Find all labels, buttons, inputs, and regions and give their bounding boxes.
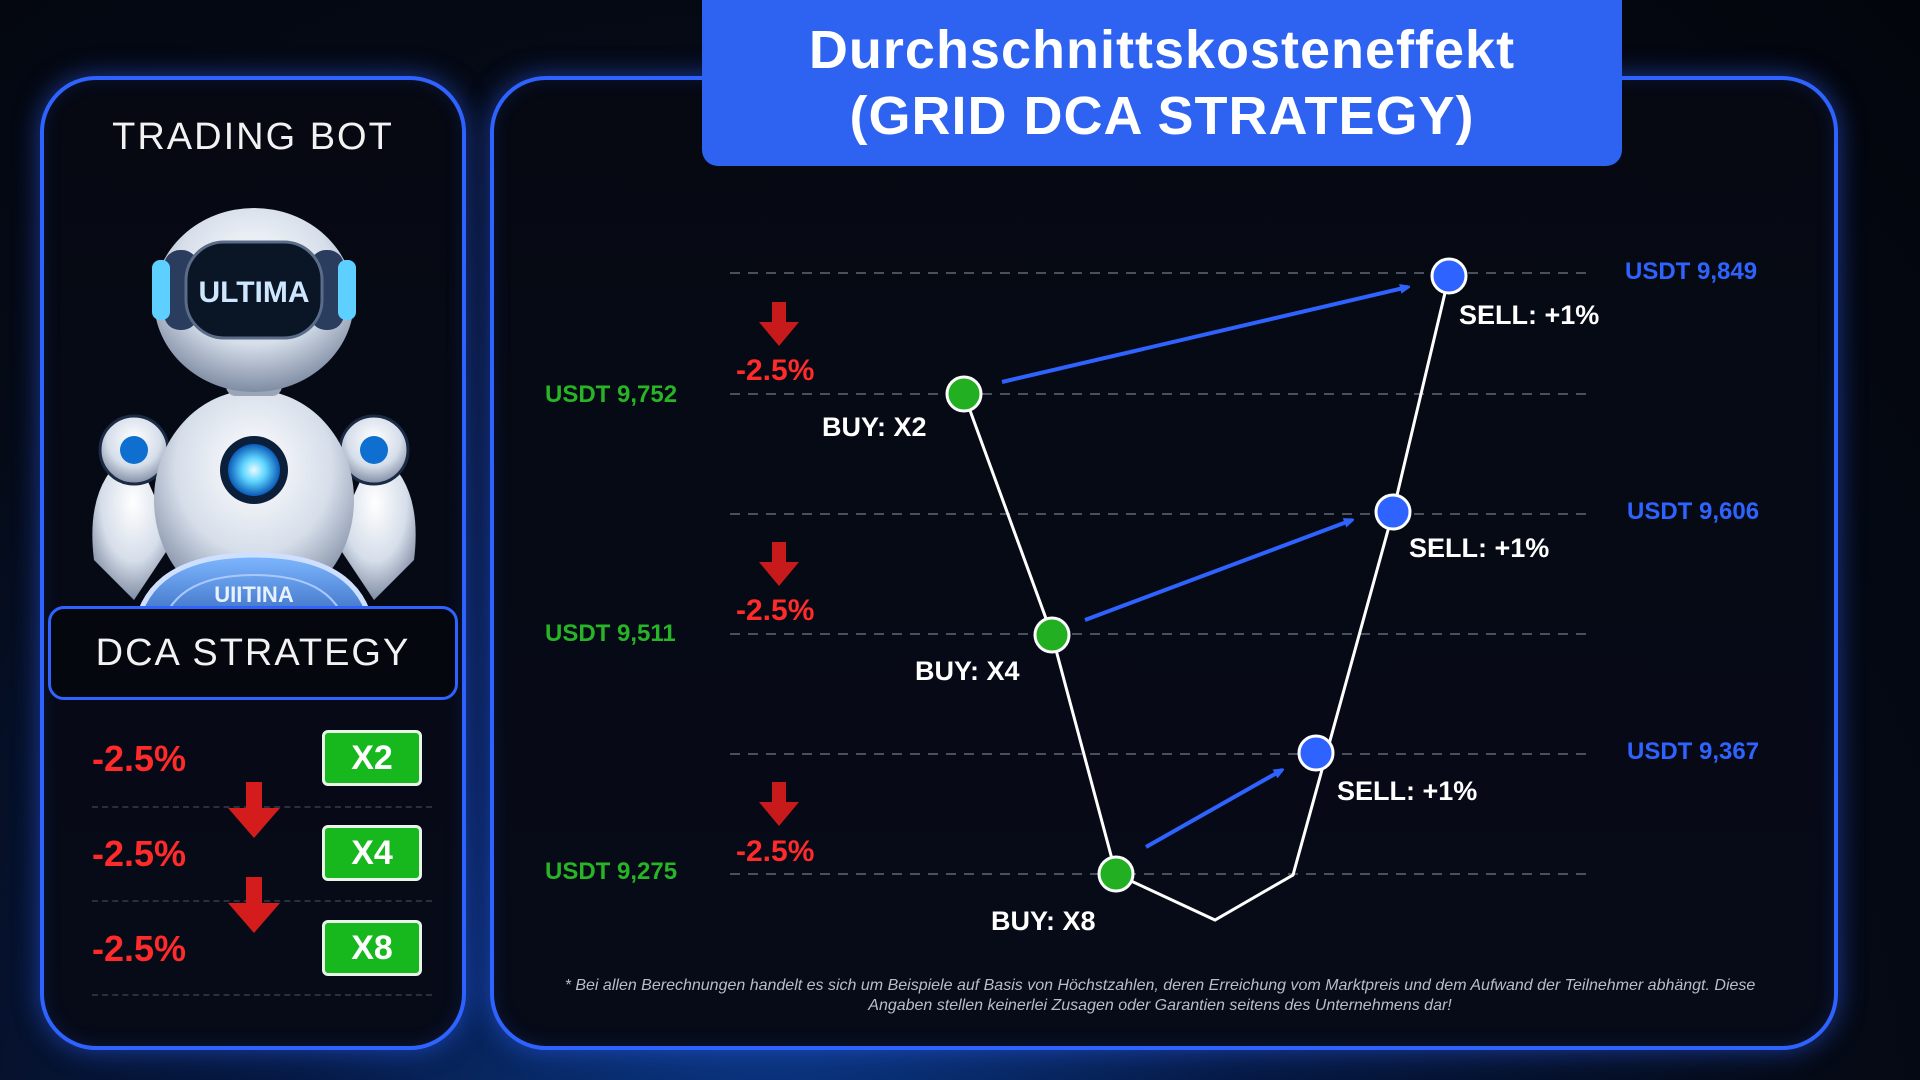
down-arrow-icon [759, 782, 799, 826]
down-arrow-icon [228, 782, 280, 838]
dca-row-1: -2.5% X2 [92, 730, 432, 790]
down-arrow-icon [759, 542, 799, 586]
sell-point [1297, 734, 1335, 772]
grid-dca-panel [490, 76, 1838, 1050]
sell-point [1430, 257, 1468, 295]
buy-price-label: USDT 9,511 [545, 620, 676, 647]
dca-drop-percent: -2.5% [92, 833, 187, 874]
down-arrow-icon [228, 877, 280, 933]
coin-text: UIITINA [214, 582, 294, 607]
buy-point [1033, 616, 1071, 654]
dca-multiplier-badge: X2 [322, 730, 422, 786]
trading-bot-heading: TRADING BOT [112, 116, 394, 158]
dca-multiplier-badge: X4 [322, 825, 422, 881]
drop-arrows [759, 302, 799, 826]
sell-price-label: USDT 9,367 [1627, 738, 1760, 765]
buy-price-label: USDT 9,275 [545, 858, 678, 885]
buy-label: BUY: X4 [915, 656, 1020, 686]
robot-illustration: ULTIMA UIITINA [92, 208, 416, 650]
sell-label: SELL: +1% [1459, 300, 1600, 330]
robot-left-arm [92, 450, 174, 600]
buy-point [945, 375, 983, 413]
sell-point [1374, 493, 1412, 531]
sell-price-label: USDT 9,849 [1625, 258, 1758, 285]
title-line-1: Durchschnittskosteneffekt [808, 20, 1516, 80]
robot-right-arm [334, 450, 416, 600]
dca-row-3: -2.5% X8 [92, 920, 432, 980]
divider [92, 994, 432, 996]
page-title: Durchschnittskosteneffekt (GRID DCA STRA… [702, 0, 1622, 166]
drop-percent-label: -2.5% [736, 835, 815, 868]
drop-percent-label: -2.5% [736, 594, 815, 627]
profit-arrow [1084, 520, 1352, 622]
trading-bot-panel: TRADING BOT [40, 76, 466, 1050]
buy-label: BUY: X8 [991, 906, 1096, 936]
dca-drop-percent: -2.5% [92, 738, 187, 779]
disclaimer-line-2: Angaben stellen keinerlei Zusagen oder G… [868, 997, 1452, 1014]
dca-strategy-label: DCA STRATEGY [48, 606, 458, 700]
down-arrow-icon [759, 302, 799, 346]
dca-multiplier-badge: X8 [322, 920, 422, 976]
disclaimer-line-1: * Bei allen Berechnungen handelt es sich… [564, 977, 1756, 994]
dca-drop-percent: -2.5% [92, 928, 187, 969]
title-line-2: (GRID DCA STRATEGY) [849, 86, 1475, 146]
disclaimer: * Bei allen Berechnungen handelt es sich… [530, 976, 1790, 1016]
robot-visor-text: ULTIMA [198, 276, 309, 309]
buy-point [1097, 855, 1135, 893]
sell-price-label: USDT 9,606 [1627, 498, 1760, 525]
sell-label: SELL: +1% [1409, 533, 1550, 563]
profit-arrow [1145, 770, 1282, 849]
buy-price-label: USDT 9,752 [545, 381, 678, 408]
profit-arrow [1001, 287, 1408, 384]
sell-label: SELL: +1% [1337, 776, 1478, 806]
drop-percent-label: -2.5% [736, 354, 815, 387]
buy-label: BUY: X2 [822, 412, 927, 442]
dca-row-2: -2.5% X4 [92, 825, 432, 885]
